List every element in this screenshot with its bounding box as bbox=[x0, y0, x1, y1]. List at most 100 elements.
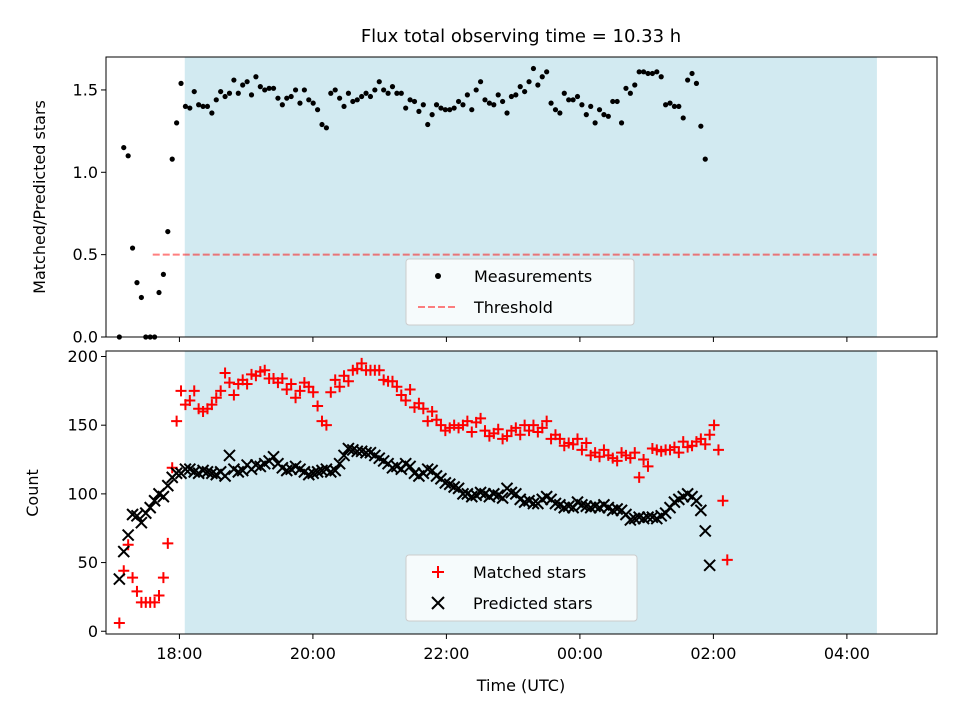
predicted-point bbox=[333, 457, 346, 470]
measurement-point bbox=[292, 87, 299, 93]
predicted-point bbox=[232, 465, 245, 479]
measurement-point bbox=[535, 82, 541, 88]
measurement-point bbox=[372, 87, 378, 93]
predicted-point bbox=[558, 501, 571, 514]
predicted-point bbox=[143, 501, 157, 514]
predicted-point bbox=[474, 486, 487, 499]
measurement-point bbox=[438, 105, 444, 111]
matched-point bbox=[721, 554, 733, 566]
measurement-point bbox=[698, 123, 704, 129]
measurement-point bbox=[341, 103, 347, 110]
measurement-point bbox=[381, 87, 387, 93]
predicted-point bbox=[505, 486, 518, 499]
measurement-point bbox=[649, 70, 655, 77]
measurement-point bbox=[429, 112, 435, 118]
predicted-stars-series bbox=[113, 442, 716, 586]
predicted-point bbox=[337, 449, 351, 462]
matched-point bbox=[312, 400, 324, 412]
predicted-point bbox=[447, 480, 461, 494]
matched-point bbox=[127, 572, 139, 584]
matched-point bbox=[417, 403, 429, 415]
top-y-tick-label: 0.5 bbox=[73, 245, 98, 264]
predicted-point bbox=[703, 559, 716, 572]
x-tick-label: 18:00 bbox=[156, 644, 202, 663]
measurement-point bbox=[125, 153, 131, 159]
measurement-point bbox=[284, 95, 290, 101]
measurement-point bbox=[588, 103, 594, 110]
top-axes-frame bbox=[105, 56, 938, 338]
measurement-point bbox=[354, 97, 360, 103]
top-y-axis-label: Matched/Predicted stars bbox=[30, 100, 49, 294]
measurement-point bbox=[359, 93, 365, 100]
measurement-point bbox=[693, 80, 700, 86]
matched-point bbox=[320, 419, 332, 431]
predicted-point bbox=[130, 509, 144, 523]
predicted-point bbox=[628, 512, 641, 525]
measurement-point bbox=[579, 102, 585, 108]
matched-point bbox=[131, 585, 143, 597]
predicted-point bbox=[624, 513, 637, 527]
measurement-point bbox=[165, 228, 171, 235]
matched-point bbox=[422, 415, 434, 427]
measurement-point bbox=[640, 69, 647, 75]
measurement-point bbox=[248, 92, 255, 98]
predicted-point bbox=[148, 494, 161, 507]
measurement-point bbox=[557, 110, 563, 116]
measurement-point bbox=[204, 103, 211, 110]
matched-point bbox=[536, 422, 548, 434]
measurement-point bbox=[279, 102, 285, 108]
predicted-point bbox=[439, 476, 452, 490]
predicted-point bbox=[329, 464, 342, 477]
matched-point bbox=[219, 367, 231, 379]
top-panel: 0.0 0.5 1.0 1.5 Matched/Predicted stars Mea… bbox=[30, 56, 938, 347]
predicted-point bbox=[610, 502, 624, 516]
predicted-point bbox=[311, 465, 324, 479]
measurement-point bbox=[473, 87, 479, 93]
matched-point bbox=[171, 415, 183, 427]
chart-title: Flux total observing time = 10.33 h bbox=[361, 26, 681, 47]
predicted-point bbox=[201, 465, 214, 479]
bottom-y-tick-label: 0 bbox=[88, 622, 98, 641]
matched-point bbox=[541, 415, 553, 427]
measurement-point bbox=[447, 107, 453, 113]
measurement-point bbox=[182, 103, 189, 110]
measurement-point bbox=[645, 70, 651, 77]
matched-point bbox=[157, 572, 169, 584]
matched-point bbox=[223, 377, 235, 389]
predicted-point bbox=[179, 462, 192, 476]
measurement-point bbox=[301, 87, 307, 93]
measurement-point bbox=[174, 120, 180, 126]
bottom-y-axis: 0 50 100 150 200 bbox=[67, 347, 106, 641]
matched-point bbox=[334, 381, 346, 393]
measurement-point bbox=[500, 98, 506, 105]
predicted-point bbox=[527, 497, 540, 510]
measurement-point bbox=[605, 113, 611, 119]
measurement-point bbox=[314, 107, 321, 113]
measurement-point bbox=[433, 102, 440, 108]
matched-point bbox=[294, 385, 306, 397]
measurement-point bbox=[425, 121, 431, 128]
matched-point bbox=[527, 419, 539, 431]
matched-point bbox=[206, 399, 218, 411]
top-legend-box bbox=[405, 258, 635, 326]
measurement-point bbox=[332, 87, 338, 93]
top-legend: Measurements Threshold bbox=[405, 258, 635, 326]
measurement-point bbox=[328, 90, 334, 96]
measurement-point bbox=[240, 82, 246, 88]
measurement-point bbox=[676, 103, 682, 110]
predicted-point bbox=[342, 442, 355, 455]
measurement-point bbox=[610, 98, 616, 105]
measurement-point bbox=[455, 98, 462, 105]
measurement-point bbox=[618, 120, 625, 126]
matched-point bbox=[642, 460, 654, 472]
predicted-point bbox=[302, 468, 315, 481]
bottom-legend: Matched stars Predicted stars bbox=[405, 554, 638, 622]
matched-point bbox=[554, 433, 566, 445]
measurement-point bbox=[394, 90, 400, 96]
bottom-legend-box bbox=[405, 554, 638, 622]
predicted-point bbox=[223, 449, 236, 462]
predicted-point bbox=[161, 479, 175, 492]
measurement-point bbox=[275, 95, 281, 101]
measurement-point bbox=[196, 102, 202, 108]
predicted-point bbox=[549, 497, 562, 510]
